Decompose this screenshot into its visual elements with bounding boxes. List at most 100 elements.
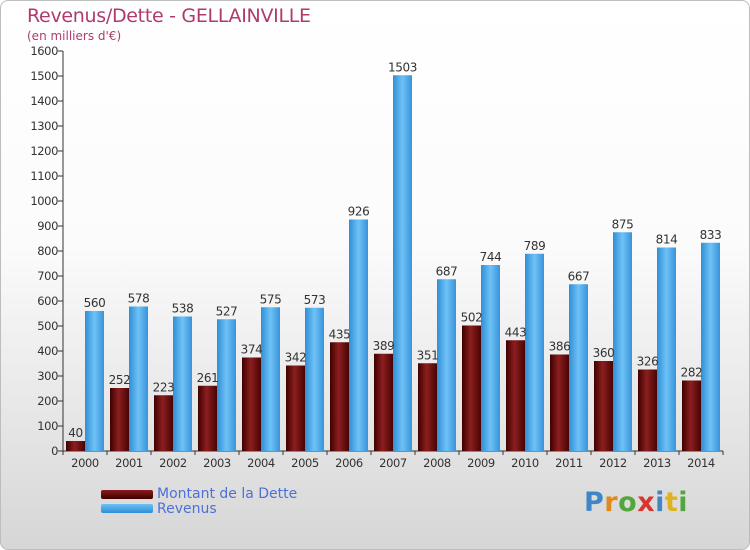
logo-letter: t	[664, 487, 679, 518]
legend-label-revenus: Revenus	[157, 501, 217, 517]
x-tick-label: 2006	[335, 456, 363, 470]
y-tick-label: 600	[37, 294, 58, 308]
label-dette-2004: 374	[241, 343, 263, 357]
y-tick-label: 700	[37, 269, 58, 283]
bar-dette-2003	[198, 385, 217, 451]
y-tick-label: 1300	[30, 119, 58, 133]
label-dette-2005: 342	[285, 351, 307, 365]
logo-letter: i	[678, 487, 689, 518]
label-dette-2000: 40	[68, 426, 82, 440]
label-dette-2010: 443	[505, 325, 527, 339]
label-revenus-2014: 833	[700, 228, 722, 242]
y-tick-label: 200	[37, 394, 58, 408]
bar-dette-2002	[154, 395, 173, 451]
label-revenus-2008: 687	[436, 264, 458, 278]
label-revenus-2005: 573	[304, 293, 326, 307]
bar-revenus-2012	[613, 232, 632, 451]
bar-revenus-2013	[657, 247, 676, 451]
label-dette-2007: 389	[373, 339, 395, 353]
y-tick-label: 0	[51, 444, 58, 458]
bar-revenus-2003	[217, 319, 236, 451]
y-tick-label: 1500	[30, 69, 58, 83]
bar-dette-2005	[286, 365, 305, 451]
x-tick-label: 2004	[247, 456, 275, 470]
bar-revenus-2010	[525, 253, 544, 451]
label-revenus-2000: 560	[84, 296, 106, 310]
label-revenus-2001: 578	[128, 292, 150, 306]
legend-label-dette: Montant de la Dette	[157, 486, 298, 502]
y-tick-label: 400	[37, 344, 58, 358]
x-tick-label: 2012	[599, 456, 627, 470]
x-tick-label: 2002	[159, 456, 187, 470]
bar-revenus-2008	[437, 279, 456, 451]
bar-revenus-2001	[129, 306, 148, 451]
bar-revenus-2004	[261, 307, 280, 451]
logo-letter: x	[637, 487, 656, 518]
bar-revenus-2000	[85, 311, 104, 451]
bar-revenus-2002	[173, 316, 192, 451]
y-tick-label: 1100	[30, 169, 58, 183]
bar-dette-2013	[638, 369, 657, 451]
label-revenus-2003: 527	[216, 304, 238, 318]
bar-dette-2001	[110, 388, 129, 451]
label-dette-2011: 386	[549, 340, 571, 354]
label-dette-2013: 326	[637, 355, 659, 369]
bar-revenus-2005	[305, 307, 324, 451]
legend-swatch-revenus	[101, 504, 153, 513]
bar-dette-2008	[418, 363, 437, 451]
label-dette-2003: 261	[197, 371, 219, 385]
label-revenus-2013: 814	[656, 233, 678, 247]
label-dette-2012: 360	[593, 346, 615, 360]
label-dette-2001: 252	[109, 373, 131, 387]
bar-revenus-2007	[393, 75, 412, 451]
label-dette-2006: 435	[329, 327, 351, 341]
bar-dette-2009	[462, 325, 481, 451]
bar-dette-2012	[594, 361, 613, 451]
bar-revenus-2009	[481, 265, 500, 451]
label-revenus-2004: 575	[260, 292, 282, 306]
label-revenus-2006: 926	[348, 205, 370, 219]
x-tick-label: 2010	[511, 456, 539, 470]
x-tick-label: 2013	[643, 456, 671, 470]
bar-dette-2004	[242, 357, 261, 451]
label-dette-2002: 223	[153, 380, 175, 394]
bar-dette-2007	[374, 353, 393, 451]
label-dette-2009: 502	[461, 311, 483, 325]
label-revenus-2010: 789	[524, 239, 546, 253]
chart-title: Revenus/Dette - GELLAINVILLE	[27, 5, 311, 27]
x-tick-label: 2007	[379, 456, 407, 470]
label-dette-2008: 351	[417, 348, 439, 362]
x-tick-label: 2009	[467, 456, 495, 470]
x-tick-label: 2000	[71, 456, 99, 470]
label-revenus-2011: 667	[568, 269, 590, 283]
label-dette-2014: 282	[681, 366, 703, 380]
logo-letter: P	[584, 487, 605, 518]
label-revenus-2002: 538	[172, 302, 194, 316]
proxiti-logo: Proxiti	[584, 487, 688, 518]
x-tick-label: 2014	[687, 456, 715, 470]
y-tick-label: 1400	[30, 94, 58, 108]
bar-dette-2006	[330, 342, 349, 451]
logo-letter: r	[604, 487, 619, 518]
y-tick-label: 1600	[30, 44, 58, 58]
bar-dette-2011	[550, 354, 569, 451]
x-tick-label: 2001	[115, 456, 143, 470]
bar-revenus-2006	[349, 219, 368, 451]
bar-dette-2010	[506, 340, 525, 451]
bar-revenus-2011	[569, 284, 588, 451]
x-tick-label: 2003	[203, 456, 231, 470]
bar-dette-2000	[66, 441, 85, 451]
x-tick-label: 2011	[555, 456, 583, 470]
x-tick-label: 2005	[291, 456, 319, 470]
y-tick-label: 500	[37, 319, 58, 333]
label-revenus-2009: 744	[480, 250, 502, 264]
chart-subtitle: (en milliers d'€)	[27, 29, 122, 43]
legend-swatch-dette	[101, 490, 153, 499]
bar-dette-2014	[682, 380, 701, 451]
y-tick-label: 1200	[30, 144, 58, 158]
y-tick-label: 100	[37, 419, 58, 433]
y-tick-label: 800	[37, 244, 58, 258]
logo-letter: i	[655, 487, 665, 518]
